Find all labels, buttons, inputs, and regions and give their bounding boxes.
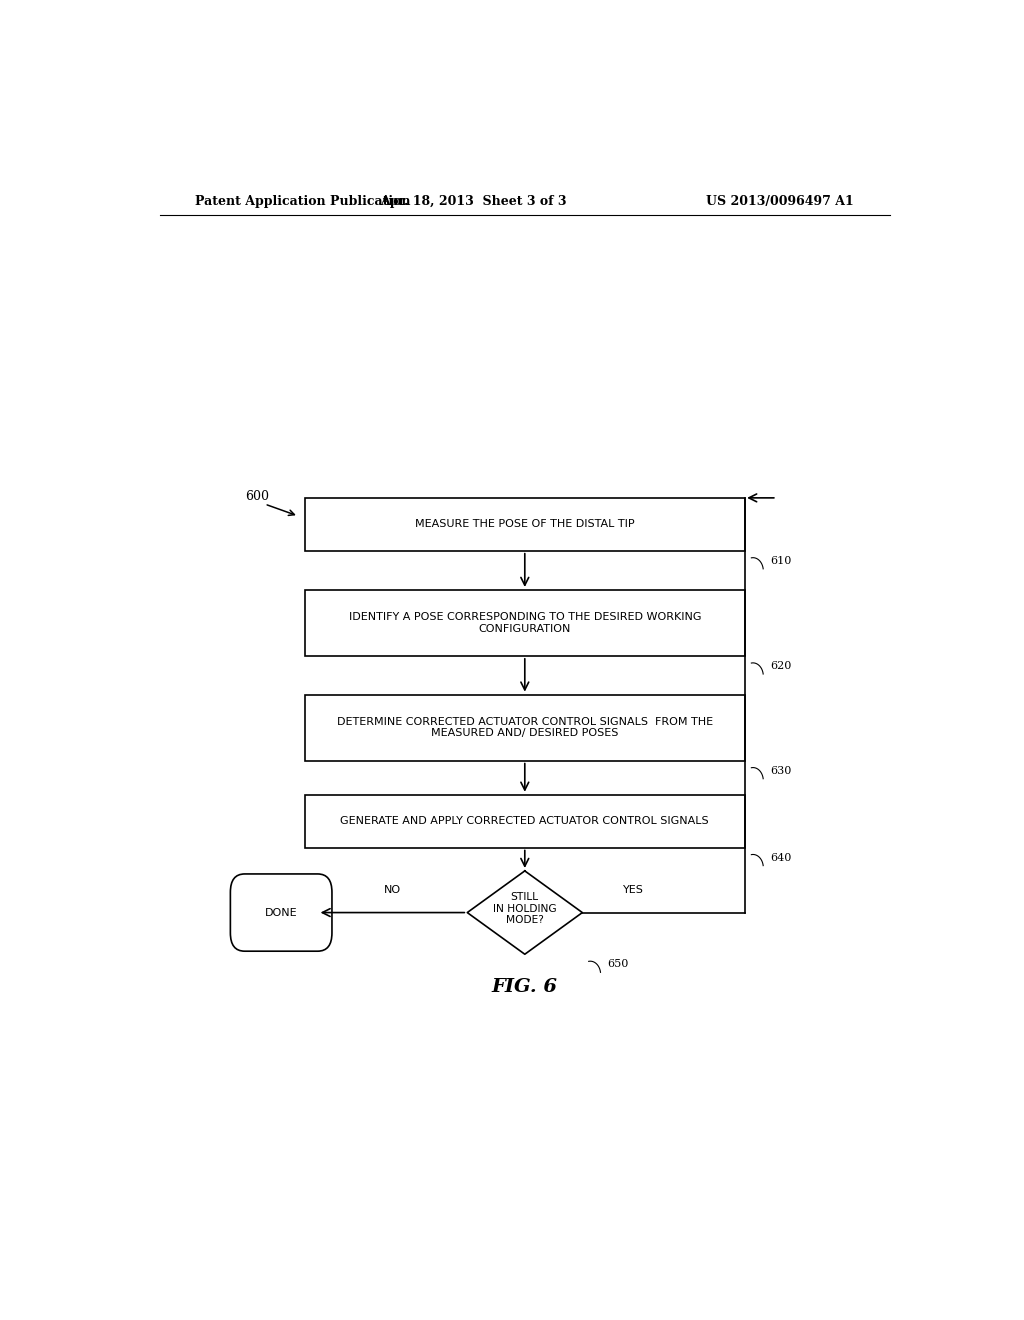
Text: 620: 620: [770, 661, 792, 671]
Text: 640: 640: [770, 853, 792, 863]
Text: 650: 650: [607, 960, 629, 969]
Text: IDENTIFY A POSE CORRESPONDING TO THE DESIRED WORKING
CONFIGURATION: IDENTIFY A POSE CORRESPONDING TO THE DES…: [348, 612, 701, 634]
Text: FIG. 6: FIG. 6: [492, 978, 558, 995]
FancyBboxPatch shape: [230, 874, 332, 952]
Text: Patent Application Publication: Patent Application Publication: [196, 194, 411, 207]
Text: NO: NO: [384, 886, 401, 895]
Bar: [304, 795, 745, 847]
Text: YES: YES: [624, 886, 644, 895]
Bar: [304, 590, 745, 656]
Text: STILL
IN HOLDING
MODE?: STILL IN HOLDING MODE?: [493, 892, 557, 925]
Text: MEASURE THE POSE OF THE DISTAL TIP: MEASURE THE POSE OF THE DISTAL TIP: [415, 519, 635, 529]
Text: GENERATE AND APPLY CORRECTED ACTUATOR CONTROL SIGNALS: GENERATE AND APPLY CORRECTED ACTUATOR CO…: [341, 816, 709, 826]
Text: 630: 630: [770, 766, 792, 776]
Text: DONE: DONE: [265, 908, 298, 917]
Text: 600: 600: [246, 490, 269, 503]
Bar: [304, 694, 745, 760]
Text: 610: 610: [770, 556, 792, 566]
Text: Apr. 18, 2013  Sheet 3 of 3: Apr. 18, 2013 Sheet 3 of 3: [380, 194, 566, 207]
Text: US 2013/0096497 A1: US 2013/0096497 A1: [707, 194, 854, 207]
Text: DETERMINE CORRECTED ACTUATOR CONTROL SIGNALS  FROM THE
MEASURED AND/ DESIRED POS: DETERMINE CORRECTED ACTUATOR CONTROL SIG…: [337, 717, 713, 738]
Bar: [304, 498, 745, 550]
